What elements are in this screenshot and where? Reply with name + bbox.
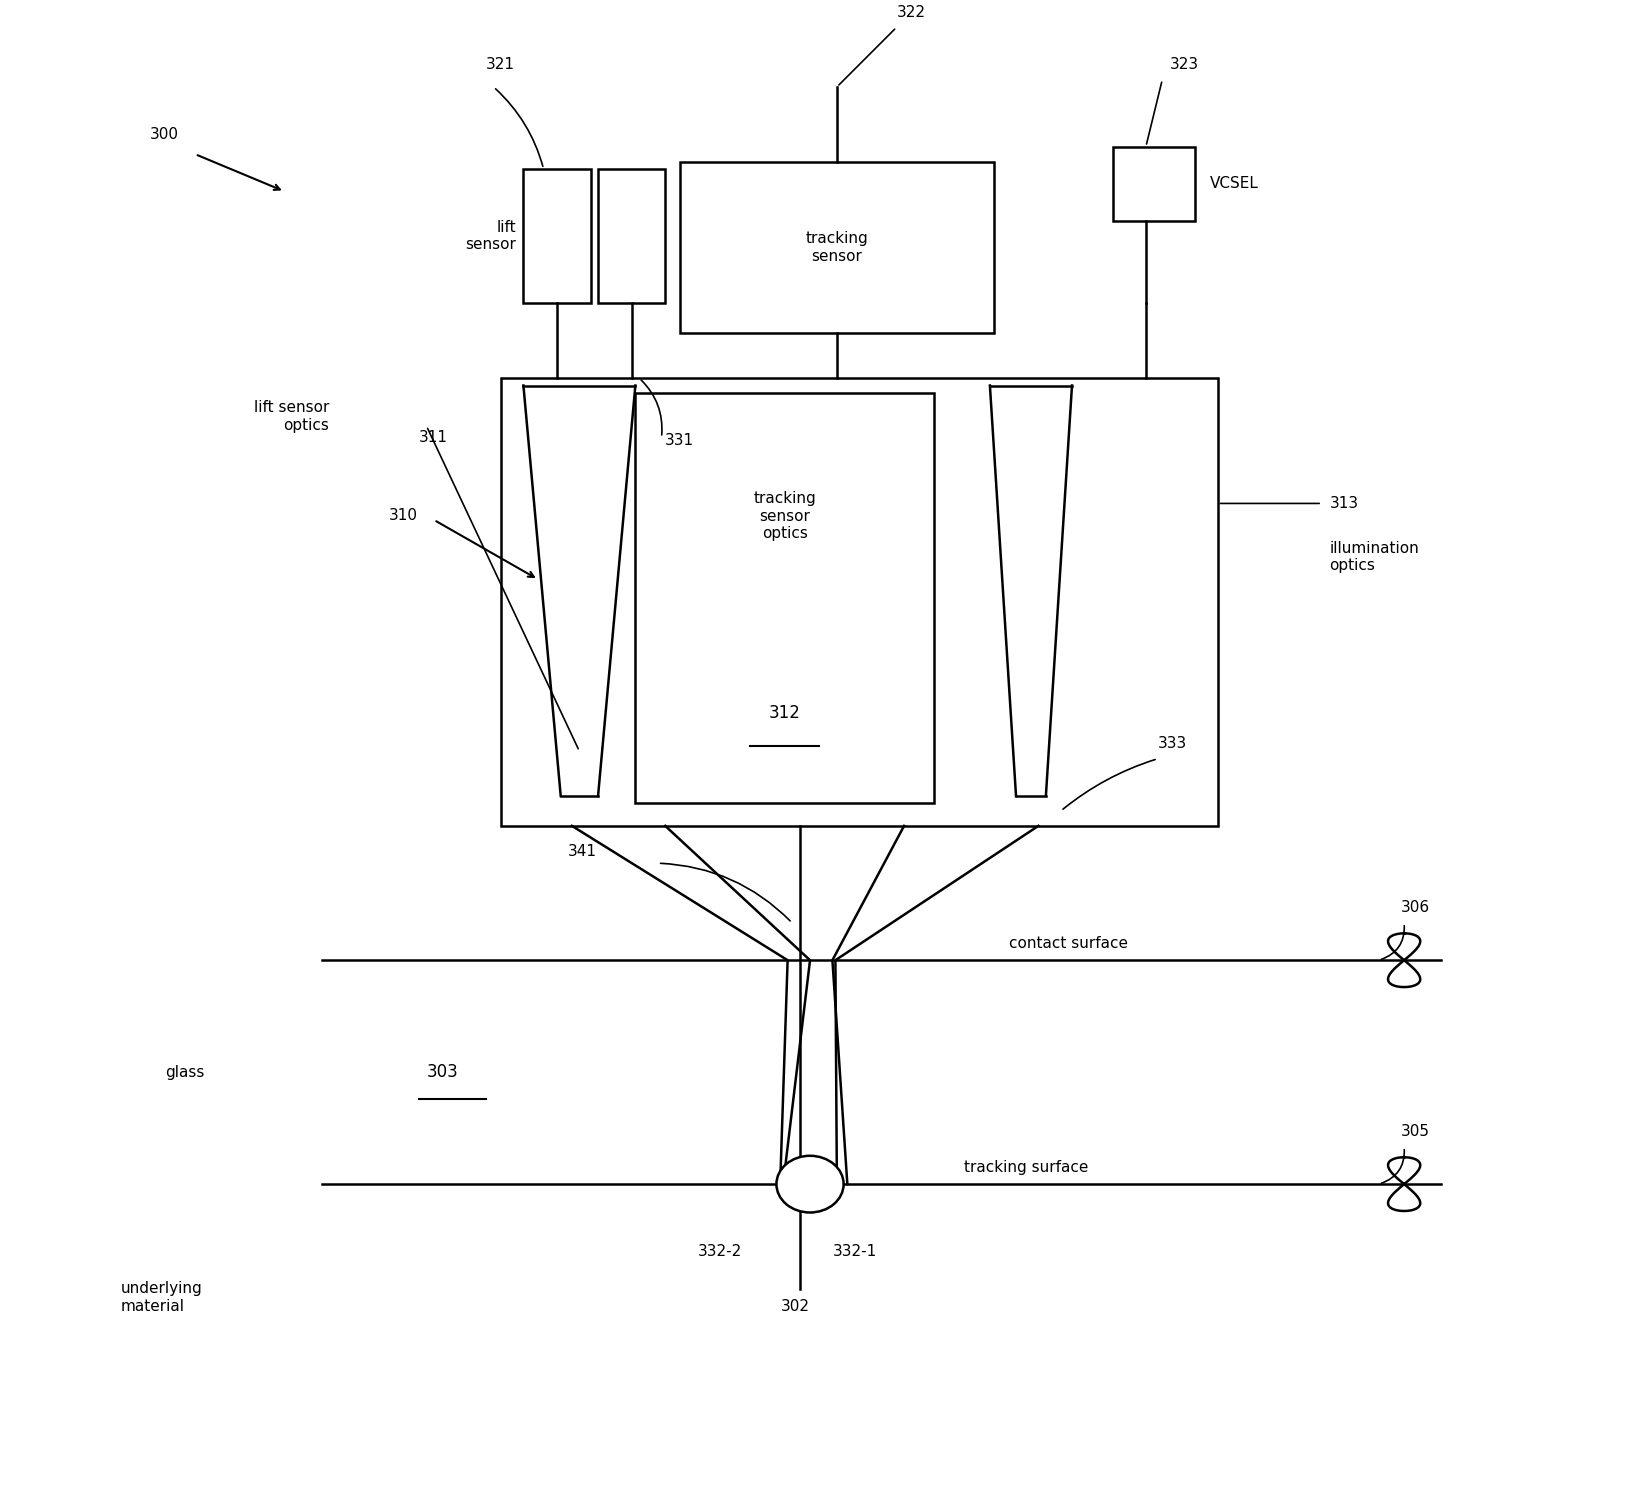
- Text: 333: 333: [1158, 736, 1188, 751]
- Text: 312: 312: [769, 705, 800, 723]
- Text: 305: 305: [1401, 1124, 1430, 1139]
- Bar: [598, 169, 665, 303]
- Bar: [681, 162, 994, 333]
- Text: illumination
optics: illumination optics: [1329, 541, 1419, 573]
- Text: 303: 303: [427, 1063, 458, 1081]
- Text: 310: 310: [389, 508, 419, 523]
- Text: lift sensor
optics: lift sensor optics: [254, 400, 329, 433]
- Text: tracking
sensor
optics: tracking sensor optics: [753, 492, 816, 541]
- Text: 341: 341: [569, 844, 598, 859]
- Text: 322: 322: [896, 4, 925, 19]
- Text: VCSEL: VCSEL: [1210, 177, 1259, 192]
- Text: tracking
sensor: tracking sensor: [805, 231, 868, 264]
- Text: 332-1: 332-1: [832, 1244, 876, 1259]
- Bar: [502, 378, 1217, 826]
- Text: underlying
material: underlying material: [121, 1282, 202, 1313]
- Text: 311: 311: [419, 430, 448, 445]
- Text: 331: 331: [665, 433, 694, 448]
- Text: lift
sensor: lift sensor: [464, 220, 516, 252]
- Text: 313: 313: [1329, 496, 1359, 511]
- Bar: [523, 169, 591, 303]
- Text: contact surface: contact surface: [1008, 937, 1127, 952]
- Text: glass: glass: [165, 1064, 205, 1079]
- Ellipse shape: [777, 1156, 844, 1213]
- Bar: [635, 393, 933, 803]
- Text: 300: 300: [150, 127, 179, 142]
- Text: tracking surface: tracking surface: [964, 1160, 1088, 1175]
- Text: 323: 323: [1170, 57, 1199, 72]
- Text: 332-2: 332-2: [699, 1244, 743, 1259]
- Bar: [1113, 147, 1196, 222]
- Text: 302: 302: [780, 1300, 810, 1315]
- Text: 306: 306: [1401, 901, 1430, 916]
- Text: 321: 321: [485, 57, 515, 72]
